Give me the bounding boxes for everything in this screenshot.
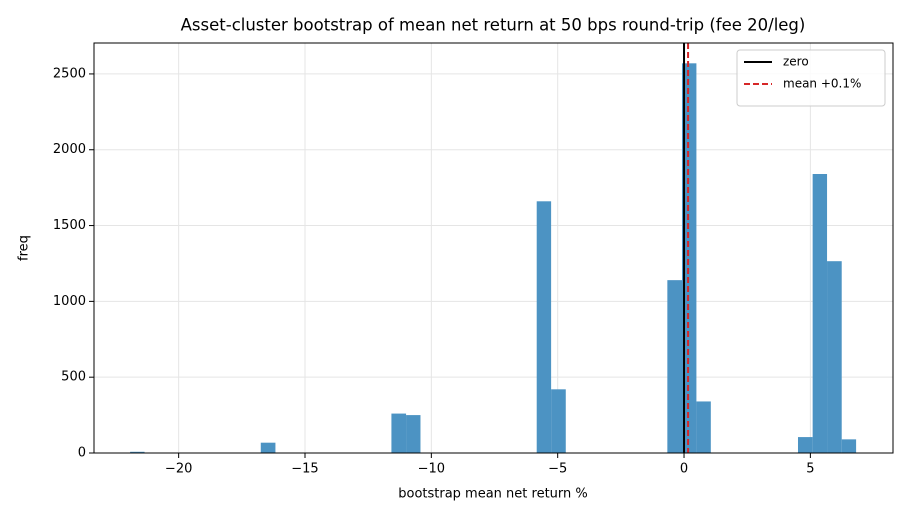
legend-box [736,49,886,107]
legend-label: mean +0.1% [783,77,861,91]
bar [391,413,407,453]
y-tick-label: 500 [61,370,86,385]
y-tick-label: 1500 [53,218,86,233]
x-tick-label: −20 [165,462,192,477]
bar [260,442,276,453]
legend: zero mean +0.1% [736,49,886,107]
x-axis-label: bootstrap mean net return % [398,487,588,502]
plot-frame [93,42,894,454]
x-tick-label: −5 [548,462,567,477]
bar [797,437,813,453]
bar [551,389,566,453]
chart-title: Asset-cluster bootstrap of mean net retu… [181,16,806,35]
bar [406,415,421,453]
x-tick-label: −10 [418,462,445,477]
bar [841,439,857,453]
bar [827,261,842,453]
y-tick-label: 2500 [53,66,86,81]
bar [696,401,711,453]
x-tick-label: 0 [680,462,688,477]
bar [536,201,552,453]
y-axis-label: freq [17,235,32,261]
bar [812,174,828,453]
x-tick-label: −15 [291,462,318,477]
bar [130,451,145,453]
bar [682,63,697,453]
y-tick-label: 2000 [53,142,86,157]
x-tick-label: 5 [806,462,814,477]
y-tick-label: 1000 [53,294,86,309]
bar [667,280,683,453]
y-tick-label: 0 [78,446,86,461]
legend-label: zero [783,55,809,69]
